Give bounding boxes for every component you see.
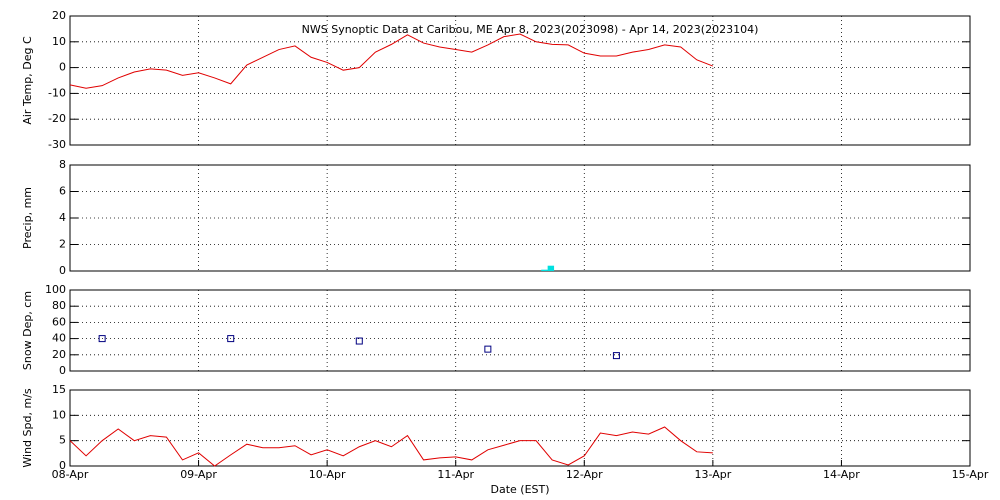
x-axis-label: Date (EST) — [490, 483, 549, 496]
x-tick-label: 14-Apr — [823, 468, 860, 481]
y-tick-label: 20 — [52, 348, 66, 361]
y-tick-label: 6 — [59, 185, 66, 198]
x-tick-label: 09-Apr — [180, 468, 217, 481]
bar — [547, 265, 555, 271]
plot-frame — [69, 389, 971, 467]
point — [98, 335, 106, 343]
plot-frame — [69, 15, 971, 146]
plot-frame — [69, 164, 971, 272]
y-tick-label: 8 — [59, 158, 66, 171]
y-tick-label: 60 — [52, 315, 66, 328]
y-axis-label: Air Temp, Deg C — [21, 36, 34, 125]
y-tick-label: 0 — [59, 264, 66, 277]
plot-frame — [69, 289, 971, 372]
y-tick-label: 80 — [52, 299, 66, 312]
x-tick-label: 13-Apr — [694, 468, 731, 481]
x-tick-label: 12-Apr — [566, 468, 603, 481]
chart-title: NWS Synoptic Data at Caribou, ME Apr 8, … — [302, 23, 759, 36]
data-line — [69, 33, 714, 89]
y-tick-label: 5 — [59, 434, 66, 447]
y-tick-label: -20 — [48, 112, 66, 125]
y-tick-label: 10 — [52, 408, 66, 421]
point — [355, 337, 363, 345]
y-tick-label: 0 — [59, 459, 66, 472]
y-tick-label: 0 — [59, 364, 66, 377]
y-tick-label: 20 — [52, 9, 66, 22]
y-tick-label: 40 — [52, 332, 66, 345]
point — [484, 345, 492, 353]
y-axis-label: Wind Spd, m/s — [21, 388, 34, 468]
y-tick-label: 0 — [59, 61, 66, 74]
x-tick-label: 11-Apr — [437, 468, 474, 481]
y-tick-label: -10 — [48, 86, 66, 99]
x-tick-label: 08-Apr — [52, 468, 89, 481]
y-tick-label: -30 — [48, 138, 66, 151]
y-axis-label: Precip, mm — [21, 187, 34, 249]
x-tick-label: 10-Apr — [309, 468, 346, 481]
y-tick-label: 15 — [52, 383, 66, 396]
y-tick-label: 4 — [59, 211, 66, 224]
y-tick-label: 100 — [45, 283, 66, 296]
y-tick-label: 2 — [59, 238, 66, 251]
x-tick-label: 15-Apr — [952, 468, 989, 481]
bar — [541, 269, 548, 271]
data-line — [69, 426, 713, 467]
point — [227, 335, 235, 343]
y-tick-label: 10 — [52, 35, 66, 48]
y-axis-label: Snow Dep, cm — [21, 291, 34, 370]
point — [612, 352, 620, 360]
